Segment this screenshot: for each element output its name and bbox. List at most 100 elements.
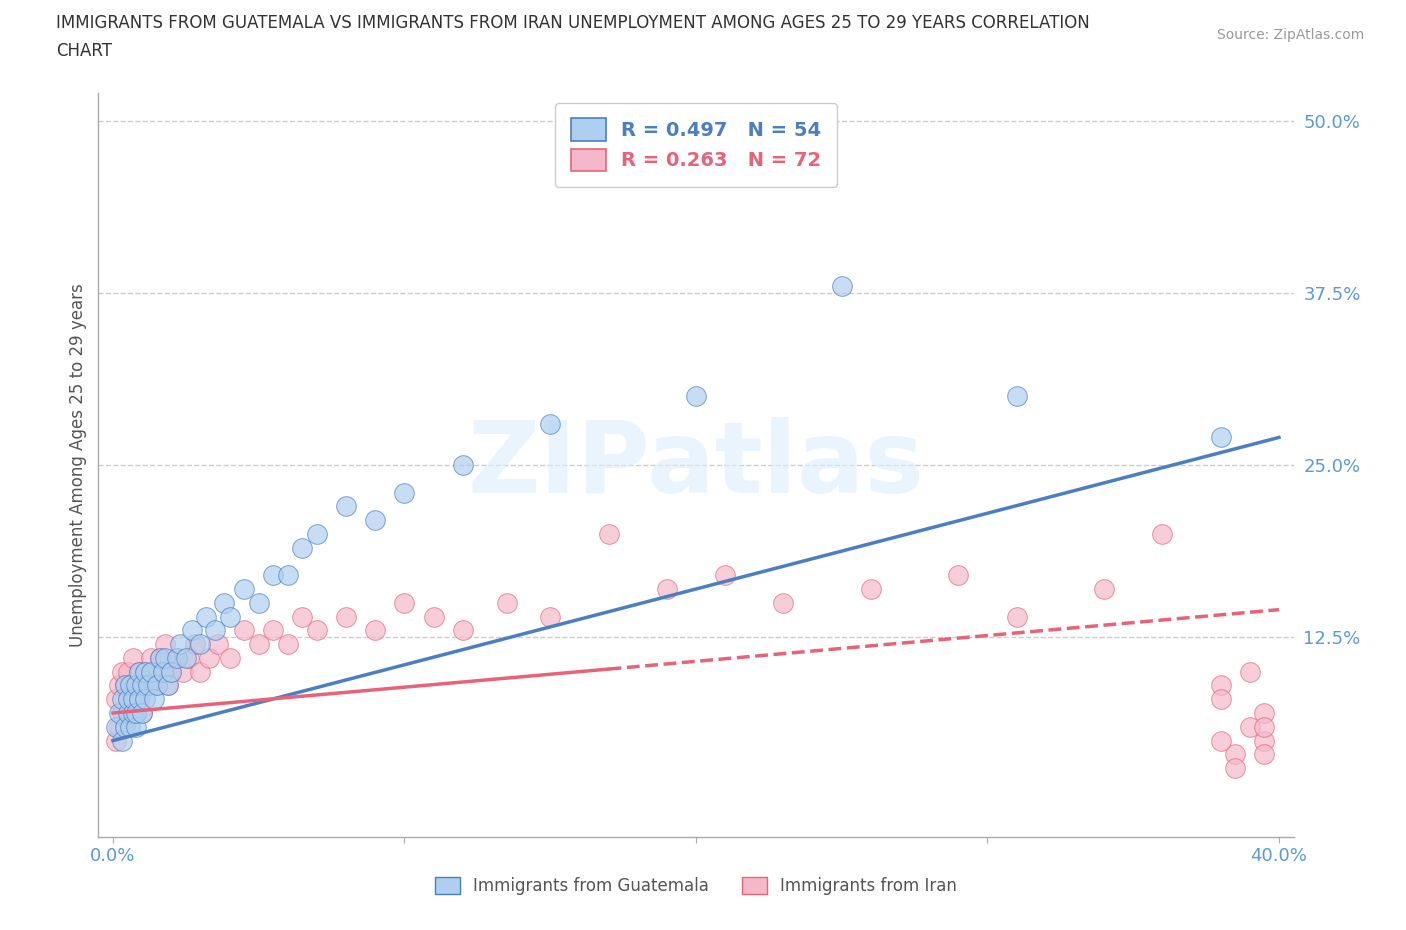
Point bbox=[190, 637, 212, 652]
Point bbox=[305, 526, 328, 541]
Text: IMMIGRANTS FROM GUATEMALA VS IMMIGRANTS FROM IRAN UNEMPLOYMENT AMONG AGES 25 TO : IMMIGRANTS FROM GUATEMALA VS IMMIGRANTS … bbox=[56, 14, 1090, 32]
Point bbox=[247, 637, 270, 652]
Point bbox=[139, 664, 162, 679]
Point bbox=[142, 664, 165, 679]
Point bbox=[108, 678, 131, 693]
Point bbox=[128, 692, 150, 707]
Point bbox=[104, 692, 127, 707]
Point bbox=[136, 678, 159, 693]
Point bbox=[108, 706, 131, 721]
Text: CHART: CHART bbox=[56, 42, 112, 60]
Point bbox=[1209, 692, 1232, 707]
Point bbox=[128, 664, 150, 679]
Point bbox=[277, 568, 299, 583]
Point bbox=[422, 609, 444, 624]
Point bbox=[1005, 609, 1028, 624]
Point bbox=[120, 678, 142, 693]
Point bbox=[1253, 706, 1275, 721]
Point bbox=[335, 609, 357, 624]
Point bbox=[145, 678, 167, 693]
Point bbox=[247, 595, 270, 610]
Point bbox=[1253, 747, 1275, 762]
Point bbox=[134, 664, 156, 679]
Point bbox=[114, 719, 136, 734]
Point bbox=[104, 719, 127, 734]
Point bbox=[204, 623, 226, 638]
Point bbox=[122, 692, 145, 707]
Point bbox=[125, 706, 148, 721]
Point bbox=[157, 678, 180, 693]
Point bbox=[262, 623, 284, 638]
Point bbox=[122, 706, 145, 721]
Point bbox=[155, 650, 177, 665]
Point bbox=[134, 664, 156, 679]
Point bbox=[152, 664, 174, 679]
Point bbox=[128, 664, 150, 679]
Point bbox=[1239, 664, 1261, 679]
Point bbox=[305, 623, 328, 638]
Point bbox=[166, 650, 188, 665]
Point bbox=[131, 678, 153, 693]
Point bbox=[157, 678, 180, 693]
Point bbox=[291, 540, 314, 555]
Point bbox=[538, 417, 561, 432]
Point bbox=[114, 719, 136, 734]
Point bbox=[122, 692, 145, 707]
Point bbox=[1152, 526, 1174, 541]
Point bbox=[1209, 733, 1232, 748]
Point bbox=[160, 664, 183, 679]
Point bbox=[169, 637, 191, 652]
Point bbox=[172, 664, 194, 679]
Text: ZIPatlas: ZIPatlas bbox=[468, 417, 924, 513]
Point bbox=[1092, 581, 1115, 596]
Point bbox=[120, 719, 142, 734]
Point bbox=[120, 706, 142, 721]
Point bbox=[134, 692, 156, 707]
Point bbox=[218, 609, 240, 624]
Point bbox=[125, 678, 148, 693]
Point bbox=[174, 650, 197, 665]
Point bbox=[160, 664, 183, 679]
Point bbox=[859, 581, 882, 596]
Point bbox=[364, 623, 387, 638]
Point bbox=[111, 692, 134, 707]
Point bbox=[117, 706, 139, 721]
Point bbox=[291, 609, 314, 624]
Legend: Immigrants from Guatemala, Immigrants from Iran: Immigrants from Guatemala, Immigrants fr… bbox=[426, 869, 966, 903]
Point bbox=[233, 581, 256, 596]
Point bbox=[1005, 389, 1028, 404]
Point bbox=[212, 595, 235, 610]
Point bbox=[152, 664, 174, 679]
Point bbox=[207, 637, 229, 652]
Point bbox=[131, 706, 153, 721]
Point bbox=[180, 623, 202, 638]
Point bbox=[155, 637, 177, 652]
Point bbox=[125, 678, 148, 693]
Point bbox=[117, 692, 139, 707]
Point bbox=[114, 678, 136, 693]
Point bbox=[451, 623, 474, 638]
Point bbox=[104, 733, 127, 748]
Point bbox=[831, 278, 853, 293]
Point bbox=[111, 706, 134, 721]
Point bbox=[1253, 733, 1275, 748]
Text: Source: ZipAtlas.com: Source: ZipAtlas.com bbox=[1216, 28, 1364, 42]
Point bbox=[145, 678, 167, 693]
Point bbox=[122, 650, 145, 665]
Point bbox=[177, 650, 200, 665]
Point bbox=[183, 637, 205, 652]
Point bbox=[364, 512, 387, 527]
Point bbox=[714, 568, 737, 583]
Point bbox=[1209, 430, 1232, 445]
Point bbox=[111, 664, 134, 679]
Point bbox=[128, 692, 150, 707]
Point bbox=[495, 595, 517, 610]
Point bbox=[149, 650, 172, 665]
Point bbox=[149, 650, 172, 665]
Point bbox=[120, 678, 142, 693]
Point bbox=[195, 609, 218, 624]
Point bbox=[1225, 761, 1247, 776]
Point bbox=[108, 719, 131, 734]
Point bbox=[136, 678, 159, 693]
Point bbox=[335, 498, 357, 513]
